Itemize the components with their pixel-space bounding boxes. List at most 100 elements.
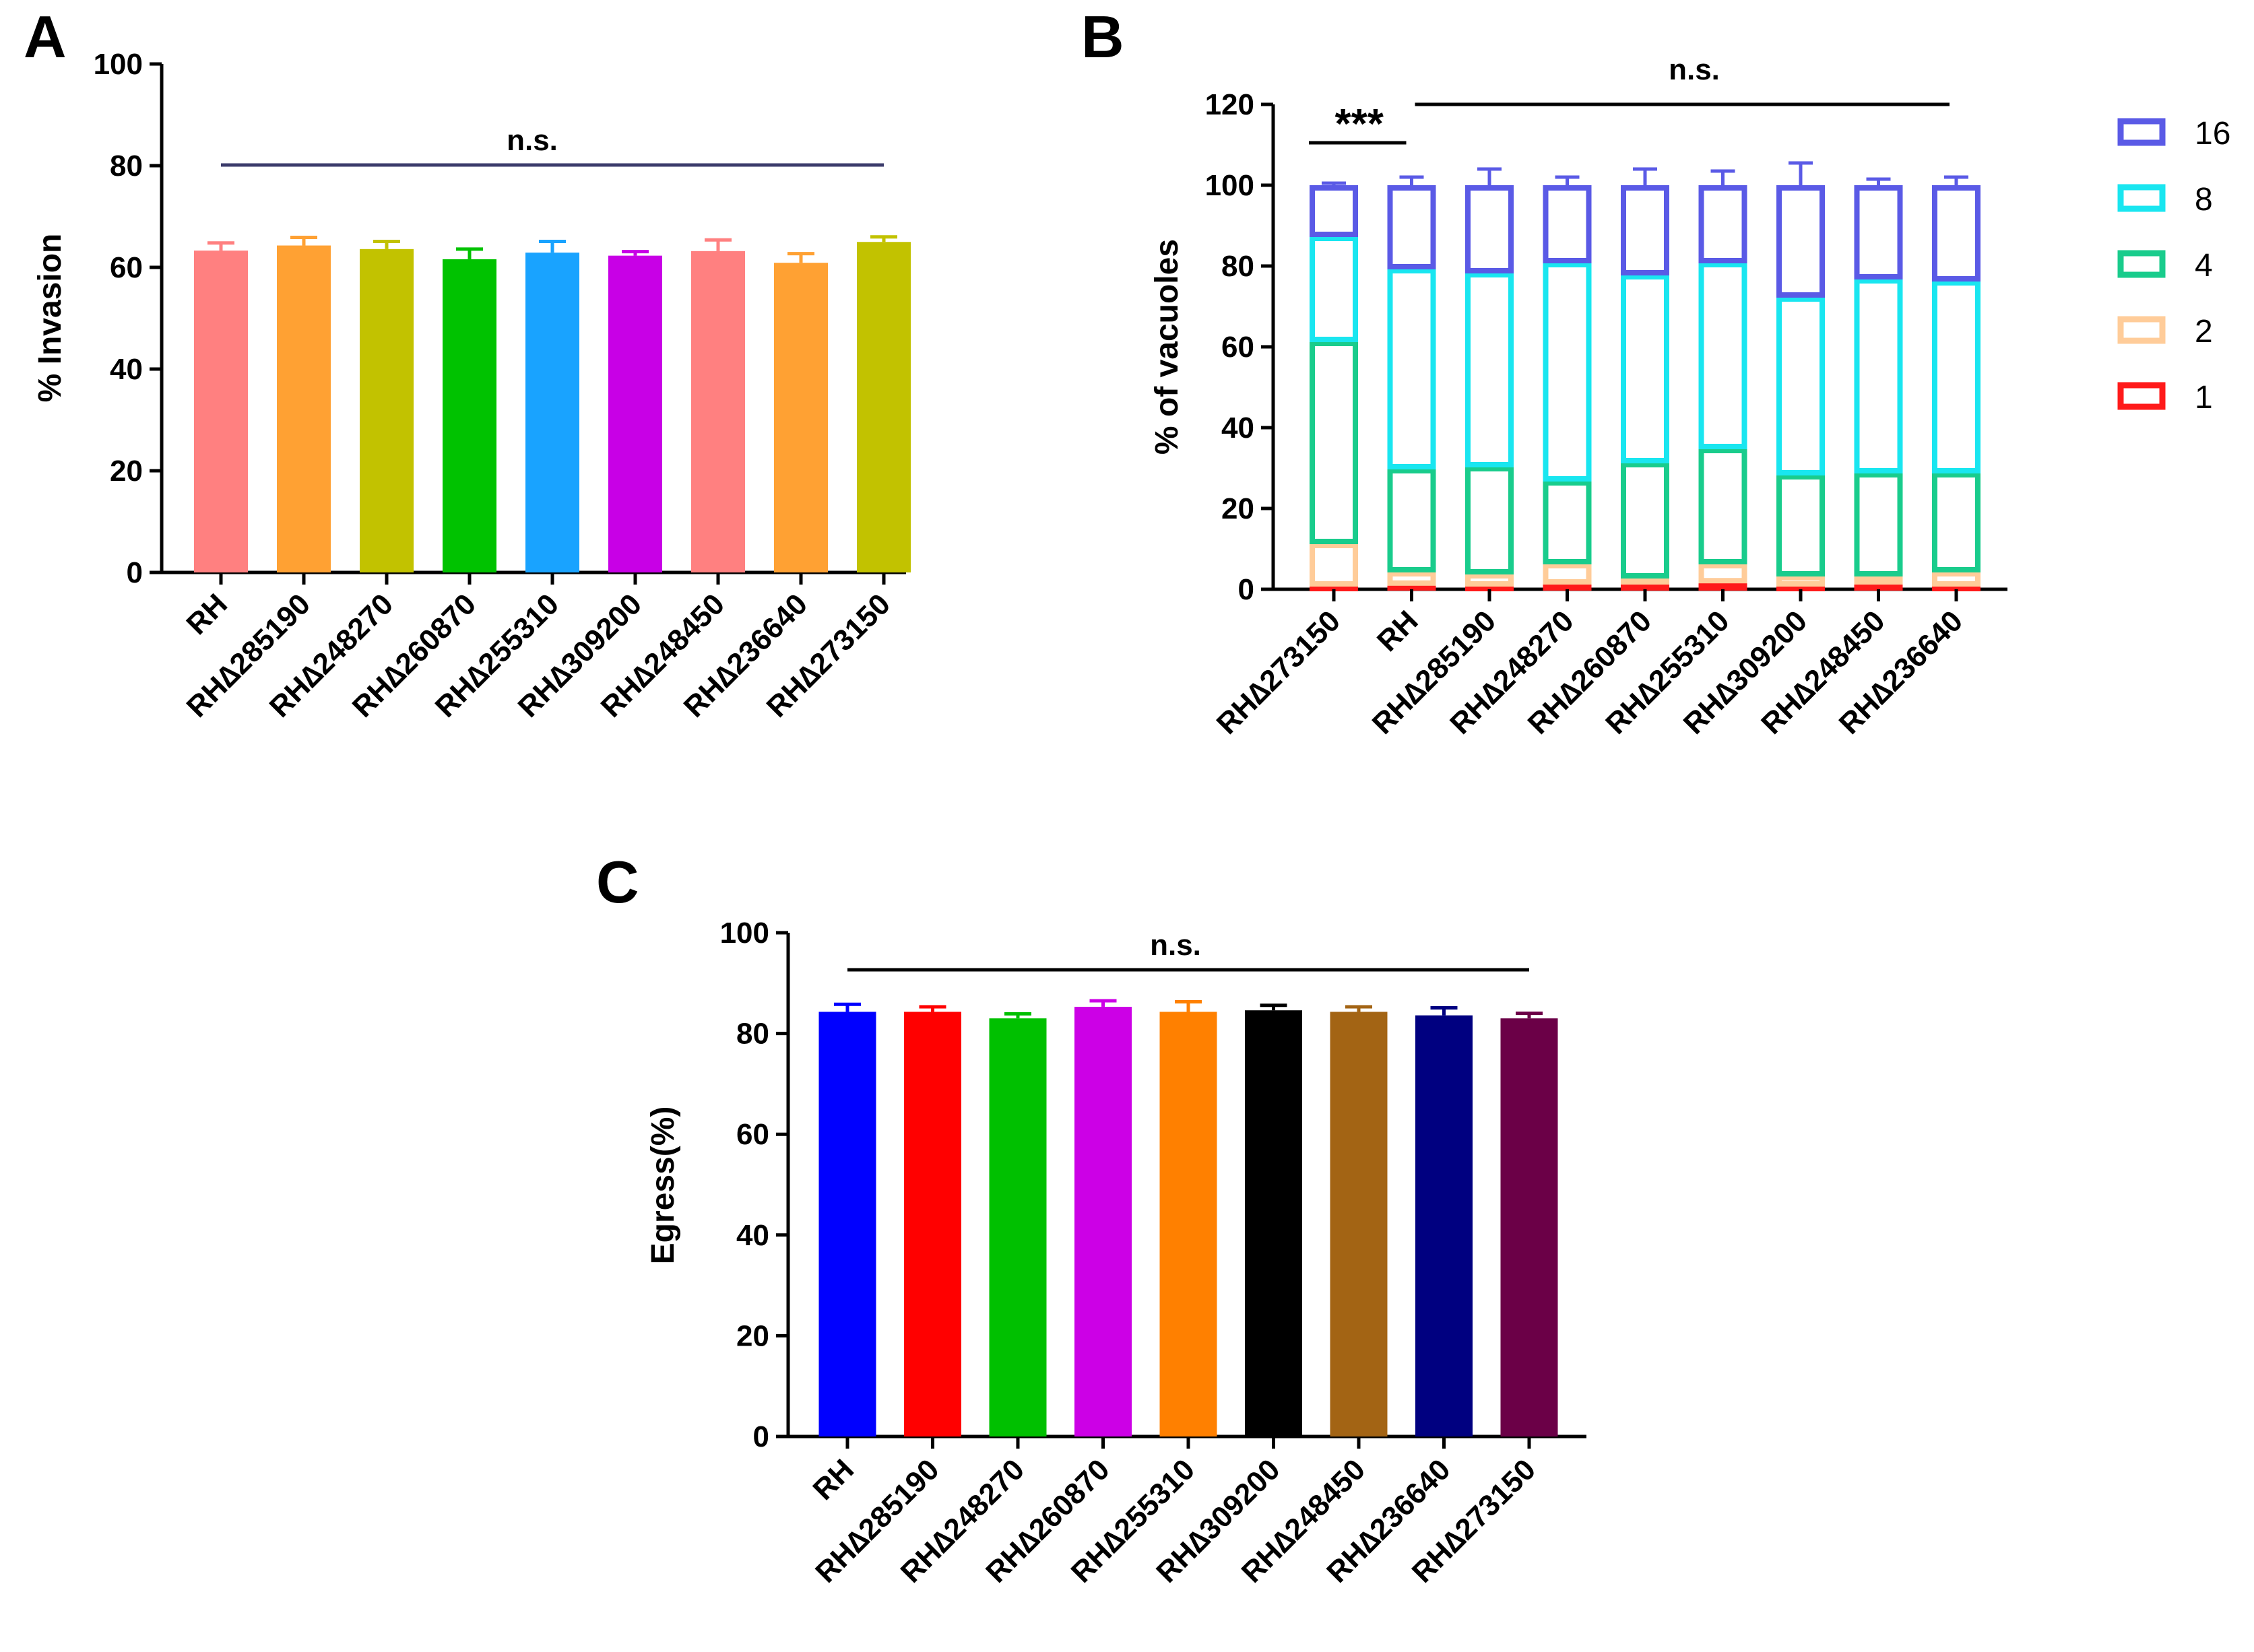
stacked-segment-1 [1698,582,1747,591]
stacked-segment-2 [1543,563,1592,585]
y-tick-label: 100 [94,48,143,81]
stacked-segment-1 [1543,583,1592,591]
x-tick-label: RH [1371,604,1425,658]
stacked-segment-16 [1310,185,1358,237]
stacked-segment-8 [1854,278,1903,473]
y-tick-label: 100 [1205,169,1254,202]
stacked-segment-8 [1621,274,1669,463]
y-tick-label: 20 [736,1319,769,1352]
stacked-segment-2 [1387,571,1436,586]
y-tick-label: 80 [110,150,143,183]
y-tick-label: 0 [127,556,143,589]
stacked-segment-16 [1776,185,1825,298]
legend-swatch-1 [2117,382,2166,410]
y-tick-label: 0 [753,1420,769,1453]
stacked-segment-1 [1387,584,1436,591]
x-tick-label: RH [806,1453,860,1507]
bar [989,1018,1047,1436]
stacked-segment-16 [1621,185,1669,275]
legend-label-16: 16 [2195,116,2230,152]
legend-swatch-8 [2117,184,2166,212]
y-tick-label: 80 [1221,250,1254,283]
y-axis-title: Egress(%) [645,1106,681,1265]
stacked-segment-2 [1698,563,1747,584]
stacked-segment-4 [1854,472,1903,576]
significance-label: n.s. [507,124,558,157]
bar [525,253,579,572]
y-tick-label: 40 [110,353,143,386]
stacked-segment-2 [1621,577,1669,585]
stacked-segment-8 [1698,262,1747,449]
y-axis-title: % of vacuoles [1149,239,1185,455]
legend-swatch-2 [2117,316,2166,344]
stacked-segment-4 [1621,462,1669,579]
stacked-segment-4 [1776,474,1825,576]
y-tick-label: 60 [1221,331,1254,364]
stacked-segment-16 [1465,185,1514,273]
significance-label: n.s. [1150,929,1201,962]
bar [194,251,248,572]
y-axis-title: % Invasion [32,234,68,403]
stacked-segment-2 [1854,575,1903,585]
legend-swatch-16 [2117,118,2166,146]
stacked-segment-1 [1932,585,1981,591]
stacked-segment-16 [1854,185,1903,279]
panel-label-b: B [1081,3,1124,70]
stacked-segment-4 [1932,472,1981,572]
bar [904,1012,961,1436]
stacked-segment-8 [1776,296,1825,475]
y-tick-label: 80 [736,1018,769,1051]
stacked-segment-1 [1854,583,1903,591]
bar [1500,1018,1558,1436]
significance-label: n.s. [1669,53,1720,86]
legend-label-4: 4 [2195,248,2213,284]
panel-label-a: A [24,3,67,70]
bar [443,259,496,572]
y-tick-label: 20 [110,455,143,488]
stacked-segment-4 [1543,480,1592,564]
legend-label-1: 1 [2195,380,2213,416]
stacked-segment-8 [1387,268,1436,469]
bar [277,245,331,572]
stacked-segment-4 [1465,466,1514,574]
legend-label-2: 2 [2195,314,2213,350]
panel-label-c: C [596,849,639,915]
stacked-segment-1 [1621,583,1669,591]
chart-panel-c: 020406080100Egress(%)RHRH∆285190RH∆24827… [645,917,1586,1589]
stacked-segment-2 [1776,575,1825,587]
bar [1415,1015,1473,1436]
y-tick-label: 0 [1238,573,1254,606]
y-tick-label: 40 [736,1219,769,1252]
stacked-segment-1 [1310,585,1358,591]
stacked-segment-8 [1932,280,1981,473]
x-tick-label: RH [180,587,234,641]
stacked-segment-8 [1543,262,1592,482]
stacked-segment-4 [1698,448,1747,564]
stacked-segment-16 [1387,185,1436,269]
bar [1245,1010,1302,1436]
stacked-segment-16 [1543,185,1592,263]
y-tick-label: 60 [736,1118,769,1151]
bar [691,251,745,572]
x-tick-label: RH∆273150 [1211,604,1347,740]
stacked-segment-8 [1465,272,1514,467]
y-tick-label: 120 [1205,88,1254,121]
stacked-segment-4 [1387,468,1436,572]
y-tick-label: 20 [1221,492,1254,525]
stacked-segment-2 [1465,573,1514,587]
significance-label: *** [1335,101,1384,147]
stacked-segment-4 [1310,341,1358,544]
bar [1074,1006,1132,1436]
bar [774,263,828,572]
y-tick-label: 100 [720,917,769,950]
stacked-segment-2 [1310,543,1358,587]
legend-label-8: 8 [2195,182,2213,218]
bar [1159,1012,1217,1436]
bar [1330,1012,1388,1436]
stacked-segment-1 [1776,585,1825,591]
stacked-segment-8 [1310,236,1358,342]
bar [818,1012,876,1436]
bar [608,255,662,572]
